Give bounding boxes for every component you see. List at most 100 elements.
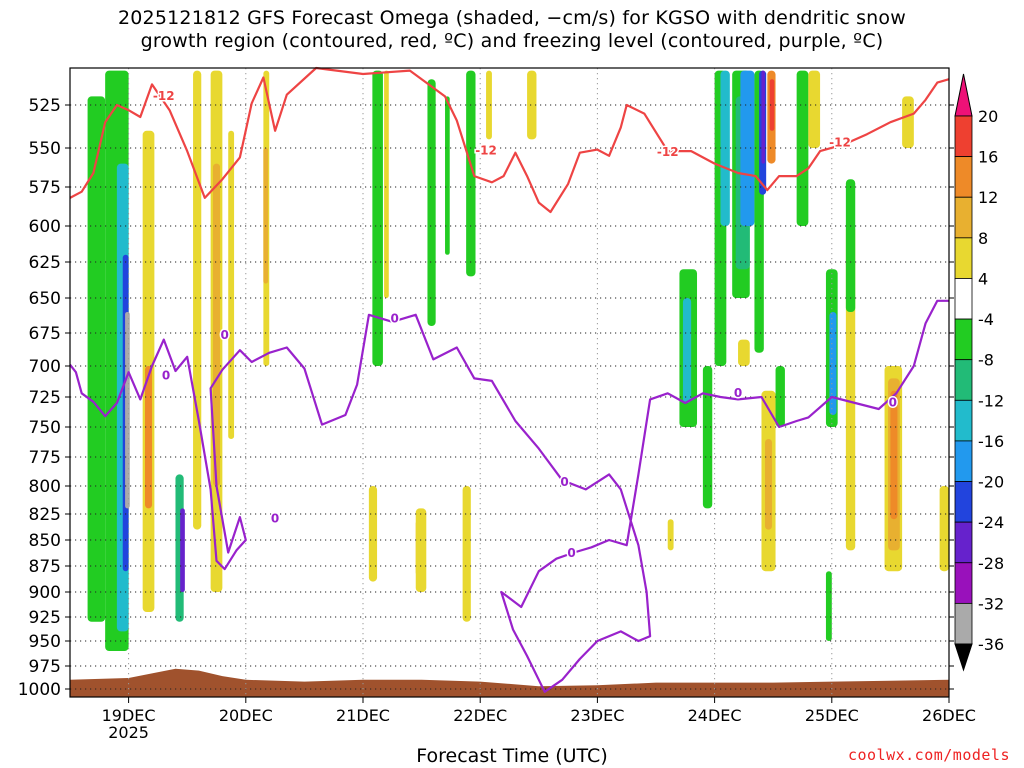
omega-region <box>427 79 436 326</box>
x-tick-label: 19DEC <box>102 706 156 725</box>
omega-region <box>145 366 153 509</box>
colorbar-bin <box>954 481 973 523</box>
omega-region <box>415 508 427 592</box>
freezing-level-contour <box>69 299 949 693</box>
y-tick-label: 850 <box>29 531 61 551</box>
credit-text: coolwx.com/models <box>847 746 1010 764</box>
colorbar-label: 16 <box>978 148 998 167</box>
y-tick-label: 625 <box>29 253 61 273</box>
freezing-contour-label: 0 <box>271 512 279 526</box>
dgz-minus12-contour <box>69 66 950 214</box>
y-tick-label: 700 <box>29 357 61 377</box>
y-tick-label: 950 <box>29 632 61 652</box>
chart-title-line2: growth region (contoured, red, ºC) and f… <box>140 30 884 52</box>
y-tick-label: 975 <box>29 657 61 677</box>
colorbar-label: -8 <box>978 351 994 370</box>
plot-frame-layer <box>69 67 950 698</box>
chart-title-line1: 2025121812 GFS Forecast Omega (shaded, −… <box>117 7 906 29</box>
omega-region <box>87 96 106 622</box>
x-tick-label: 24DEC <box>688 706 742 725</box>
colorbar-bin <box>954 156 973 198</box>
omega-region <box>796 70 809 226</box>
y-tick-label: 550 <box>29 139 61 159</box>
freezing-contour-label: 0 <box>560 475 568 489</box>
omega-region <box>902 96 914 148</box>
x-tick-label: 26DEC <box>922 706 976 725</box>
omega-region <box>527 70 537 140</box>
y-tick-label: 875 <box>29 557 61 577</box>
omega-region <box>682 298 692 403</box>
omega-region <box>125 312 130 509</box>
dgz-contour-label: -12 <box>153 89 175 103</box>
omega-region <box>263 148 269 284</box>
y-tick-label: 750 <box>29 418 61 438</box>
freezing-contour-label: 0 <box>734 386 742 400</box>
omega-region <box>738 339 750 366</box>
y-axis: 525 550 575 600 625 650 675 700 725 750 775 800 825 8… <box>18 96 954 700</box>
colorbar-label: -16 <box>978 432 1004 451</box>
omega-region <box>193 70 202 530</box>
omega-region <box>180 508 185 592</box>
omega-region <box>228 130 235 440</box>
dgz-contour-label: -12 <box>657 145 679 159</box>
contours-layer: -12 -12 -12 -12 0 0 0 0 0 0 0 0 <box>69 66 950 693</box>
colorbar-bin <box>954 359 973 401</box>
y-tick-label: 725 <box>29 388 61 408</box>
colorbar-label: 20 <box>978 107 998 126</box>
omega-shading-layer <box>87 70 949 652</box>
freezing-contour-label: 0 <box>221 328 229 342</box>
omega-region <box>368 486 378 582</box>
y-tick-label: 650 <box>29 289 61 309</box>
terrain-layer <box>70 668 949 697</box>
x-axis-label: Forecast Time (UTC) <box>416 745 608 767</box>
colorbar-bin <box>954 318 973 361</box>
colorbar-label: -32 <box>978 594 1004 613</box>
x-tick-label: 20DEC <box>219 706 273 725</box>
freezing-contour-label: 0 <box>390 312 398 326</box>
colorbar-bin <box>954 521 973 564</box>
colorbar-bottom-triangle <box>954 643 973 672</box>
y-tick-label: 1000 <box>18 680 61 700</box>
colorbar-label: 8 <box>978 229 988 248</box>
omega-region <box>466 70 476 277</box>
x-tick-label: 21DEC <box>336 706 390 725</box>
omega-region <box>384 70 389 298</box>
omega-region <box>890 390 898 520</box>
omega-region <box>761 70 765 164</box>
omega-region <box>372 70 383 366</box>
omega-region <box>667 519 674 551</box>
freezing-contour-label: 0 <box>162 368 170 382</box>
x-tick-label: 22DEC <box>453 706 507 725</box>
colorbar-bin <box>954 278 973 320</box>
y-tick-label: 575 <box>29 178 61 198</box>
colorbar-bin <box>954 602 973 645</box>
omega-region <box>764 439 773 530</box>
omega-region <box>769 79 775 131</box>
colorbar-bin <box>954 196 973 239</box>
omega-region <box>939 486 949 572</box>
colorbar-label: 4 <box>978 269 988 288</box>
omega-region <box>740 70 755 226</box>
colorbar-label: -20 <box>978 473 1004 492</box>
colorbar: 20 16 12 8 4 -4 -8 -12 -16 -20 -24 -28 -32 -36 <box>954 73 1004 672</box>
omega-region <box>829 312 837 415</box>
colorbar-bin <box>954 237 973 279</box>
omega-region <box>445 96 450 255</box>
y-tick-label: 900 <box>29 583 61 603</box>
colorbar-label: -4 <box>978 310 994 329</box>
colorbar-label: -28 <box>978 554 1004 573</box>
y-tick-label: 825 <box>29 505 61 525</box>
dgz-contour-label: -12 <box>475 144 497 158</box>
colorbar-bin <box>954 115 973 158</box>
omega-region <box>702 366 713 509</box>
colorbar-bin <box>954 562 973 604</box>
colorbar-label: -36 <box>978 635 1004 654</box>
dgz-contour-label: -12 <box>829 135 851 149</box>
colorbar-label: 12 <box>978 188 998 207</box>
omega-region <box>825 571 832 641</box>
plot-frame <box>69 67 950 698</box>
omega-region <box>808 70 821 148</box>
y-tick-label: 675 <box>29 324 61 344</box>
x-tick-label: 23DEC <box>570 706 624 725</box>
